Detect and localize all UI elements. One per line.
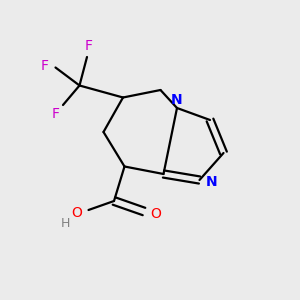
Text: O: O (151, 208, 161, 221)
Text: F: F (85, 40, 92, 53)
Text: F: F (52, 107, 59, 121)
Text: F: F (41, 59, 49, 73)
Text: H: H (61, 217, 70, 230)
Text: O: O (71, 206, 82, 220)
Text: N: N (206, 175, 217, 188)
Text: N: N (171, 94, 183, 107)
